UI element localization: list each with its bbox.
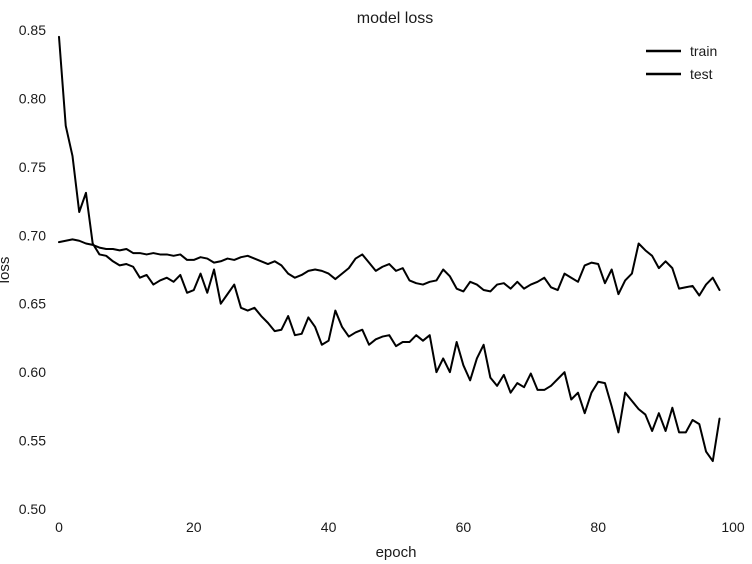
x-axis-ticks: 0 20 40 60 80 100: [55, 519, 745, 535]
y-tick-label: 0.50: [19, 501, 46, 517]
x-axis-title: epoch: [376, 544, 417, 561]
y-tick-label: 0.75: [19, 159, 46, 175]
y-axis-title: loss: [0, 257, 13, 284]
y-tick-label: 0.60: [19, 364, 46, 380]
x-tick-label: 0: [55, 519, 63, 535]
x-tick-label: 100: [721, 519, 745, 535]
y-tick-label: 0.85: [19, 22, 46, 38]
x-tick-label: 80: [590, 519, 606, 535]
y-tick-label: 0.80: [19, 90, 46, 106]
legend: train test: [646, 43, 717, 82]
legend-label-train: train: [690, 43, 717, 59]
series-layer: [58, 35, 721, 463]
y-tick-label: 0.70: [19, 227, 46, 243]
series-line-test: [58, 238, 721, 297]
x-tick-label: 20: [186, 519, 202, 535]
legend-label-test: test: [690, 66, 713, 82]
y-tick-label: 0.55: [19, 433, 46, 449]
x-tick-label: 40: [321, 519, 337, 535]
chart-title: model loss: [357, 10, 433, 27]
y-tick-label: 0.65: [19, 296, 46, 312]
x-tick-label: 60: [456, 519, 472, 535]
series-line-train: [58, 35, 721, 463]
y-axis-ticks: 0.50 0.55 0.60 0.65 0.70 0.75 0.80 0.85: [19, 22, 46, 517]
